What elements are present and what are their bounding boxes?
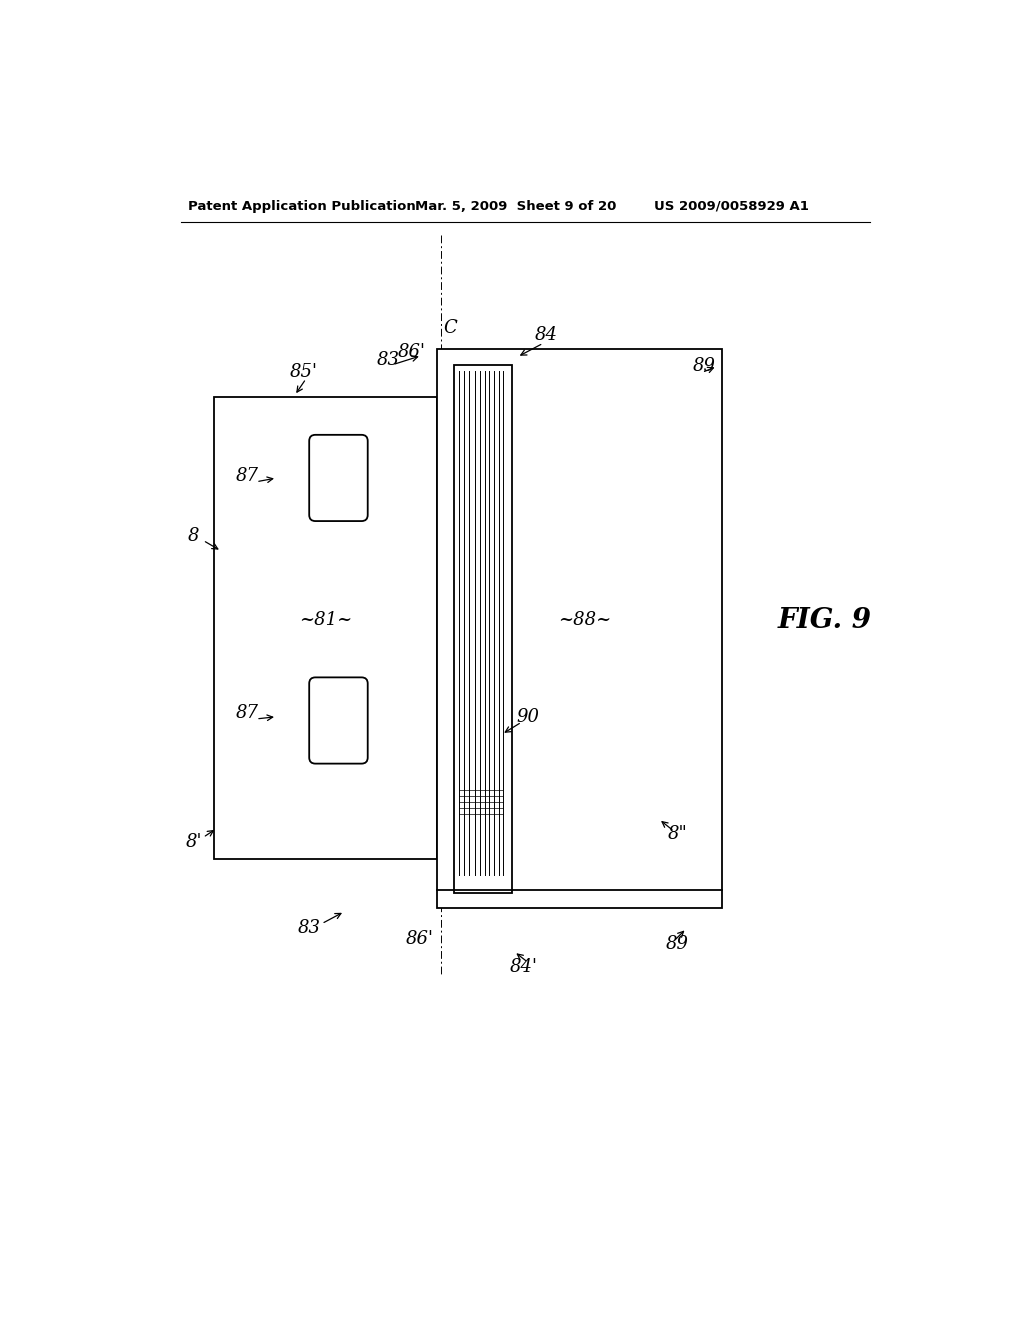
Text: 89: 89	[692, 358, 716, 375]
Text: 87: 87	[237, 467, 259, 484]
Bar	[437, 350, 722, 908]
FancyBboxPatch shape	[309, 434, 368, 521]
Text: Mar. 5, 2009  Sheet 9 of 20: Mar. 5, 2009 Sheet 9 of 20	[416, 199, 616, 213]
Text: FIG. 9: FIG. 9	[777, 607, 871, 634]
Text: 87: 87	[237, 704, 259, 722]
Text: 85': 85'	[290, 363, 317, 381]
Bar	[454, 364, 512, 892]
Text: 89: 89	[666, 935, 689, 953]
Text: US 2009/0058929 A1: US 2009/0058929 A1	[654, 199, 809, 213]
Bar	[214, 397, 437, 859]
FancyBboxPatch shape	[309, 677, 368, 763]
Text: 83: 83	[377, 351, 400, 370]
Text: ~81~: ~81~	[299, 611, 352, 630]
Text: C: C	[443, 319, 457, 337]
Text: 90: 90	[516, 709, 540, 726]
Text: 83: 83	[298, 920, 321, 937]
Text: Patent Application Publication: Patent Application Publication	[188, 199, 416, 213]
Text: 86': 86'	[397, 343, 426, 362]
Text: ~88~: ~88~	[558, 611, 611, 630]
Text: 84': 84'	[509, 958, 538, 975]
Text: 8": 8"	[668, 825, 687, 843]
Text: 84: 84	[535, 326, 558, 345]
Text: 8: 8	[188, 527, 200, 545]
Text: 86': 86'	[406, 931, 433, 948]
Text: 8': 8'	[185, 833, 202, 851]
